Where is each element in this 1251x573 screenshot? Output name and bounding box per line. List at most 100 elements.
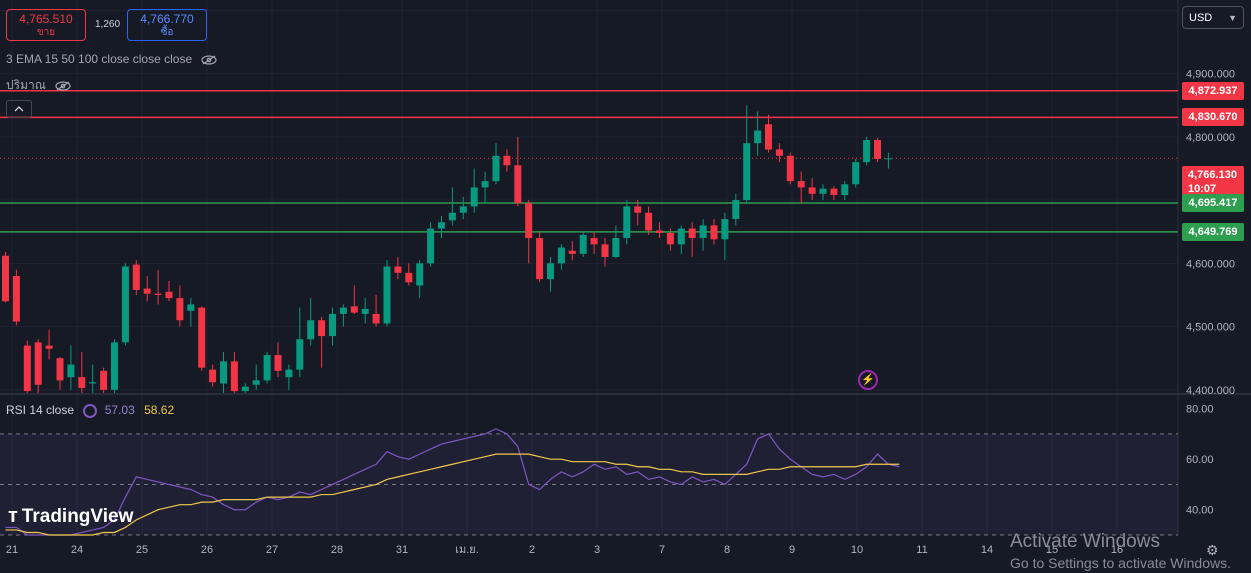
candle xyxy=(775,143,783,163)
candle xyxy=(176,285,184,327)
time-axis-tick-label: 9 xyxy=(789,544,795,556)
candle-body xyxy=(89,382,97,384)
candle-body xyxy=(329,313,336,337)
candle-body xyxy=(154,293,162,295)
candle xyxy=(89,364,97,393)
rsi-axis-tick-label: 80.00 xyxy=(1186,404,1214,416)
candle-body xyxy=(12,275,20,322)
candle-body xyxy=(438,222,445,229)
candle xyxy=(154,269,162,305)
buy-button[interactable]: 4,766.770 ซื้อ xyxy=(127,9,207,41)
candle xyxy=(34,339,42,393)
candle-body xyxy=(852,162,860,185)
candle xyxy=(100,367,108,393)
candle-body xyxy=(383,266,391,324)
candle-body xyxy=(525,203,533,239)
candle-body xyxy=(121,266,129,343)
chevron-down-icon: ▼ xyxy=(1228,13,1237,23)
candle xyxy=(808,177,816,201)
gear-icon[interactable]: ⚙ xyxy=(1206,542,1219,558)
time-axis: 21 24 25 26 27 28 31 เม.ย. 2 3 7 8 9 10 11 14 15 16 xyxy=(6,544,1123,556)
candle-body xyxy=(56,358,64,381)
candle xyxy=(448,187,456,226)
candle-body xyxy=(350,306,358,313)
rsi-ma-value: 58.62 xyxy=(144,403,175,417)
candle xyxy=(209,364,217,387)
time-axis-tick-label: 25 xyxy=(136,544,148,556)
candle xyxy=(307,298,315,346)
current-price-tag: 4,766.130 10:07 xyxy=(1182,166,1244,196)
candle xyxy=(67,345,75,390)
candle-body xyxy=(863,139,871,163)
candle xyxy=(361,298,369,324)
tradingview-logo[interactable]: ᴛ TradingView xyxy=(8,505,133,528)
ema-label: 3 EMA 15 50 100 close close close xyxy=(6,52,193,66)
candle-body xyxy=(623,206,631,239)
candle-body xyxy=(492,155,500,182)
candle-body xyxy=(241,386,249,392)
time-axis-tick-label: 3 xyxy=(594,544,600,556)
time-axis-tick-label: 21 xyxy=(6,544,18,556)
candle-body xyxy=(656,230,663,233)
volume-indicator-legend[interactable]: ปริมาณ xyxy=(6,76,71,95)
candle xyxy=(590,231,598,254)
candle xyxy=(503,149,511,172)
candle xyxy=(165,281,173,302)
rsi-axis-tick-label: 40.00 xyxy=(1186,505,1214,517)
candle-body xyxy=(67,364,75,378)
candle xyxy=(121,263,129,346)
rsi-pane: 80.00 60.00 40.00 xyxy=(0,404,1214,536)
ema-indicator-legend[interactable]: 3 EMA 15 50 100 close close close xyxy=(6,52,218,66)
candle-body xyxy=(339,307,347,314)
candle-body xyxy=(721,219,729,240)
candle-body xyxy=(590,238,598,245)
current-price: 4,766.130 xyxy=(1188,169,1237,181)
candle xyxy=(481,171,489,204)
candle xyxy=(797,171,805,204)
buy-price: 4,766.770 xyxy=(140,12,194,26)
sell-button[interactable]: 4,765.510 ขาย xyxy=(6,9,86,41)
candle xyxy=(470,168,478,213)
candle xyxy=(394,257,402,280)
currency-value: USD xyxy=(1189,12,1213,24)
candle xyxy=(350,285,358,314)
candle xyxy=(230,351,238,393)
candle-body xyxy=(198,307,206,368)
candle-body xyxy=(547,263,554,280)
candle-body xyxy=(23,345,31,392)
rsi-settings-icon[interactable] xyxy=(83,403,98,418)
candle xyxy=(688,222,696,258)
candle xyxy=(568,241,576,261)
time-axis-tick-label: 24 xyxy=(71,544,83,556)
rsi-legend[interactable]: RSI 14 close 57.03 58.62 xyxy=(6,403,174,418)
candle-body xyxy=(78,377,86,388)
time-axis-tick-label: 16 xyxy=(1111,544,1123,556)
candle xyxy=(296,307,304,378)
tradingview-mark-icon: ᴛ xyxy=(8,505,18,527)
currency-select[interactable]: USD ▼ xyxy=(1182,6,1244,29)
candle xyxy=(656,222,663,239)
candle-body xyxy=(307,320,315,340)
eye-hidden-icon[interactable] xyxy=(55,81,71,91)
candle xyxy=(874,138,881,163)
candle xyxy=(525,200,533,264)
candle xyxy=(677,225,685,254)
candle xyxy=(45,329,53,360)
candle xyxy=(557,244,565,270)
candle xyxy=(56,356,64,390)
candle xyxy=(318,317,326,368)
candle xyxy=(198,306,206,371)
candle xyxy=(536,231,544,283)
candle-body xyxy=(230,361,238,392)
candle xyxy=(427,222,435,267)
candle xyxy=(623,200,631,245)
collapse-legend-button[interactable] xyxy=(6,100,32,118)
candle xyxy=(699,219,707,251)
candle-body xyxy=(481,181,489,188)
candle xyxy=(132,260,140,295)
lightning-icon[interactable]: ⚡ xyxy=(858,370,878,390)
eye-hidden-icon[interactable] xyxy=(201,55,218,65)
candle-body xyxy=(645,212,653,231)
candle-body xyxy=(797,181,805,188)
